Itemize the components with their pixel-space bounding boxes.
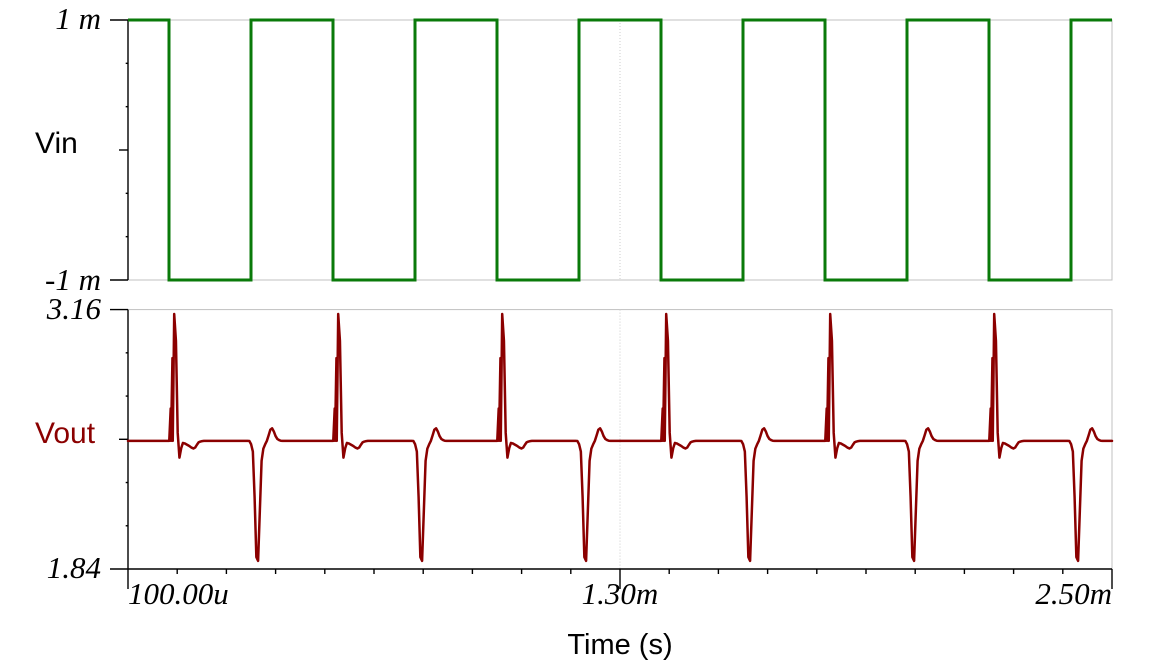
svg-text:1.30m: 1.30m	[582, 576, 659, 611]
svg-text:1.84: 1.84	[47, 550, 101, 585]
svg-text:Vin: Vin	[35, 127, 78, 160]
svg-text:100.00u: 100.00u	[128, 576, 229, 611]
svg-text:1 m: 1 m	[55, 1, 101, 36]
svg-text:3.16: 3.16	[46, 291, 102, 326]
svg-text:2.50m: 2.50m	[1035, 576, 1112, 611]
svg-text:Time (s): Time (s)	[567, 629, 672, 661]
svg-text:Vout: Vout	[35, 417, 96, 450]
